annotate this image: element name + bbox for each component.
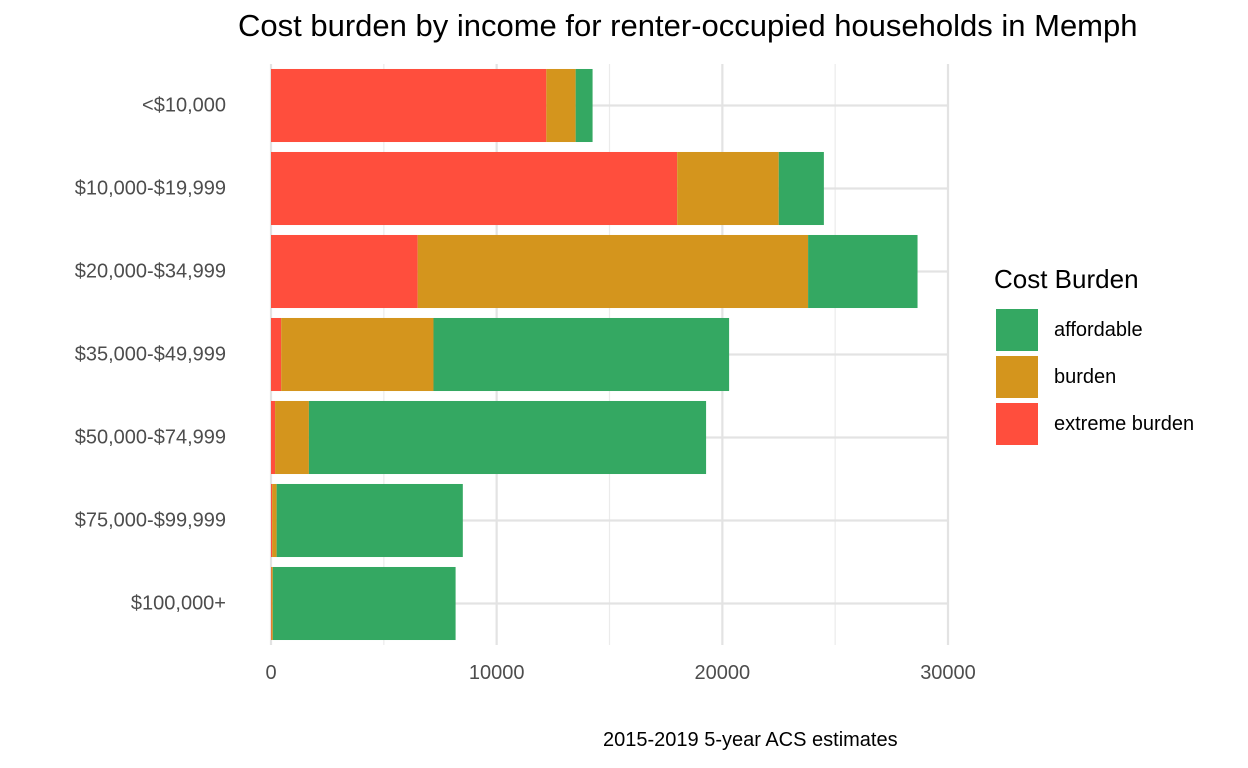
legend-swatch — [996, 309, 1038, 351]
bar-burden — [546, 68, 576, 143]
y-tick-label: $50,000-$74,999 — [75, 427, 226, 449]
legend-label: extreme burden — [1054, 412, 1195, 435]
y-tick-label: <$10,000 — [142, 95, 226, 117]
bar-affordable — [276, 483, 463, 558]
bar-extreme-burden — [271, 483, 273, 558]
bar-burden — [275, 400, 309, 475]
y-tick-label: $35,000-$49,999 — [75, 344, 226, 366]
legend-swatch — [996, 356, 1038, 398]
legend-swatch — [996, 403, 1038, 445]
bar-affordable — [575, 68, 593, 143]
chart-title: Cost burden by income for renter-occupie… — [238, 8, 1138, 43]
bar-extreme-burden — [271, 317, 282, 392]
bar-affordable — [808, 234, 918, 309]
bar-affordable — [778, 151, 824, 226]
bar-affordable — [272, 566, 456, 641]
x-tick-label: 30000 — [920, 662, 976, 684]
x-tick-label: 10000 — [469, 662, 525, 684]
bar-burden — [271, 566, 273, 641]
bar-burden — [281, 317, 434, 392]
y-axis-labels: <$10,000 $10,000-$19,999 $20,000-$34,999 $3… — [75, 95, 226, 615]
y-tick-label: $75,000-$99,999 — [75, 510, 226, 532]
bar-burden — [417, 234, 809, 309]
legend-item-burden: burden — [996, 355, 1116, 399]
x-tick-label: 20000 — [695, 662, 751, 684]
x-tick-label: 0 — [265, 662, 276, 684]
y-tick-label: $10,000-$19,999 — [75, 178, 226, 200]
bar-extreme-burden — [271, 234, 418, 309]
bar-extreme-burden — [271, 151, 678, 226]
bars — [271, 68, 918, 641]
legend-title: Cost Burden — [994, 264, 1139, 294]
legend-item-extreme-burden: extreme burden — [996, 402, 1194, 446]
x-axis-labels: 0 10000 20000 30000 — [265, 662, 975, 684]
legend-label: affordable — [1054, 318, 1143, 341]
bar-affordable — [308, 400, 707, 475]
legend-label: burden — [1054, 365, 1117, 388]
y-tick-label: $20,000-$34,999 — [75, 261, 226, 283]
bar-extreme-burden — [271, 400, 276, 475]
bar-burden — [677, 151, 779, 226]
legend-item-affordable: affordable — [996, 308, 1143, 352]
y-tick-label: $100,000+ — [131, 593, 226, 615]
chart-caption: 2015-2019 5-year ACS estimates — [603, 729, 898, 751]
bar-extreme-burden — [271, 68, 547, 143]
bar-affordable — [433, 317, 730, 392]
bar-burden — [272, 483, 277, 558]
